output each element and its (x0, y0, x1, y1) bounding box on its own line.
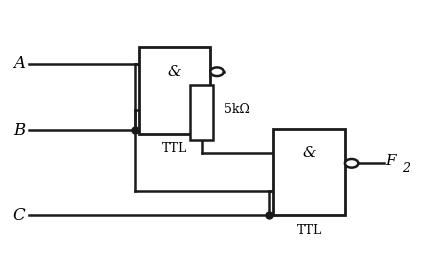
Text: F: F (386, 154, 396, 168)
Text: 2: 2 (402, 162, 411, 175)
Text: A: A (13, 55, 25, 72)
Text: &: & (168, 65, 181, 79)
Text: 5kΩ: 5kΩ (224, 103, 250, 116)
Text: TTL: TTL (296, 224, 322, 237)
Bar (190, 85, 214, 140)
Circle shape (345, 159, 358, 168)
Text: TTL: TTL (162, 143, 187, 155)
Text: &: & (302, 146, 316, 160)
Bar (273, 129, 345, 215)
Circle shape (210, 68, 224, 76)
Text: C: C (12, 207, 25, 224)
Text: B: B (13, 122, 25, 139)
Bar (139, 47, 210, 134)
